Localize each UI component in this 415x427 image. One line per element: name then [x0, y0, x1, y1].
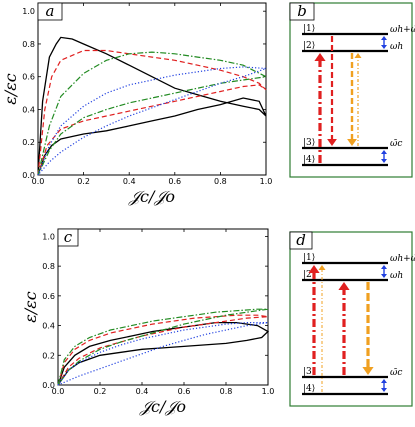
level-label-4: |4⟩	[303, 384, 315, 394]
level-label-2: |2⟩	[303, 270, 315, 280]
orange-arrow-up-thin-head	[354, 53, 362, 58]
y-tick-label: 0.4	[42, 322, 55, 331]
red-arrow-up-head	[314, 53, 326, 61]
orange-arrow-up-thin-head	[318, 265, 326, 270]
level-label-4: |4⟩	[303, 155, 315, 165]
blue-arrow-top-head-top	[381, 265, 387, 269]
blue-arrow-bottom-head-top	[381, 150, 387, 154]
panel-label: a	[46, 2, 55, 20]
x-tick-label: 0.4	[136, 387, 149, 396]
x-tick-label: 1.0	[260, 177, 273, 186]
series-line-0	[57, 321, 270, 386]
series-line-1	[37, 49, 267, 176]
x-axis-label: 𝒥c/𝒥o	[139, 397, 186, 416]
omega-c-label: ω̃c	[390, 138, 402, 149]
blue-arrow-top-head-bottom	[381, 274, 387, 278]
omega-h-label: ωh	[390, 42, 403, 52]
y-axis-label: ε/εc	[21, 291, 40, 323]
level-label-1: |1⟩	[303, 253, 315, 263]
x-tick-label: 0.2	[94, 387, 107, 396]
x-tick-label: 0.8	[220, 387, 233, 396]
y-tick-label: 1.0	[42, 232, 55, 241]
orange-arrow-down-head	[362, 367, 374, 375]
panel-label: c	[64, 228, 73, 246]
chart-panel-a: 0.0 0.2 0.4 0.6 0.8 1.0 0.0 0.2 0.4 0.6 0.8 1.0 𝒥c/𝒥…	[1, 2, 272, 206]
blue-arrow-bottom-head-bottom	[381, 159, 387, 163]
red-arrow-up-2-head	[338, 282, 350, 290]
x-tick-label: 0.6	[168, 177, 181, 186]
orange-arrow-down-head	[347, 139, 357, 146]
y-tick-label: 0.0	[22, 171, 35, 180]
panel-label: d	[296, 231, 306, 249]
panel-label: b	[297, 2, 307, 20]
x-tick-label: 0.6	[178, 387, 191, 396]
panel-label-box	[57, 228, 79, 247]
red-arrow-down-head	[327, 139, 337, 146]
x-tick-label: 0.8	[214, 177, 227, 186]
series-line-3	[37, 66, 267, 176]
series-line-2	[37, 51, 268, 176]
energy-diagram-b: b |1⟩ |2⟩ |3⟩ |4⟩ ωh+ω̃c ωh ω̃c	[289, 2, 415, 178]
omega-h-plus-c-label: ωh+ω̃c	[390, 24, 415, 35]
series-line-0	[37, 36, 267, 176]
panel-label-box	[37, 2, 63, 21]
x-axis-label: 𝒥c/𝒥o	[128, 187, 175, 206]
level-label-3: |3⟩	[303, 367, 315, 377]
omega-h-plus-c-label: ωh+ω̃c	[390, 253, 415, 264]
y-axis-label: ε/εc	[1, 73, 20, 105]
y-tick-label: 0.6	[42, 292, 55, 301]
chart-panel-c: 0.0 0.2 0.4 0.6 0.8 1.0 0.0 0.2 0.4 0.6 0.8 1.0 𝒥c/𝒥…	[21, 228, 274, 416]
level-label-2: |2⟩	[303, 41, 315, 51]
y-tick-label: 0.2	[42, 351, 55, 360]
blue-arrow-bottom-head-bottom	[381, 388, 387, 392]
blue-arrow-top-head-bottom	[381, 45, 387, 49]
x-tick-label: 0.0	[32, 177, 45, 186]
plot-frame	[57, 228, 269, 386]
panel-label-box	[289, 231, 313, 250]
series-line-1	[57, 314, 269, 386]
x-tick-label: 0.4	[123, 177, 136, 186]
omega-c-label: ω̃c	[390, 367, 402, 378]
blue-arrow-bottom-head-top	[381, 379, 387, 383]
x-tick-label: 0.0	[52, 387, 65, 396]
x-tick-label: 1.0	[262, 387, 275, 396]
series-line-2	[57, 308, 269, 386]
omega-h-label: ωh	[390, 271, 403, 281]
y-tick-label: 0.8	[42, 262, 55, 271]
energy-diagram-d: d |1⟩ |2⟩ |3⟩ |4⟩ ωh+ω̃c ωh ω̃c	[289, 231, 415, 407]
red-arrow-up-head	[308, 265, 320, 273]
y-tick-label: 1.0	[22, 7, 35, 16]
y-tick-label: 0.4	[22, 105, 35, 114]
y-tick-label: 0.0	[42, 381, 55, 390]
y-tick-label: 0.6	[22, 73, 35, 82]
level-label-3: |3⟩	[303, 138, 315, 148]
panel-label-box	[289, 2, 315, 21]
x-tick-label: 0.2	[77, 177, 90, 186]
blue-arrow-top-head-top	[381, 36, 387, 40]
y-tick-label: 0.2	[22, 138, 35, 147]
level-label-1: |1⟩	[303, 24, 315, 34]
y-tick-label: 0.8	[22, 40, 35, 49]
